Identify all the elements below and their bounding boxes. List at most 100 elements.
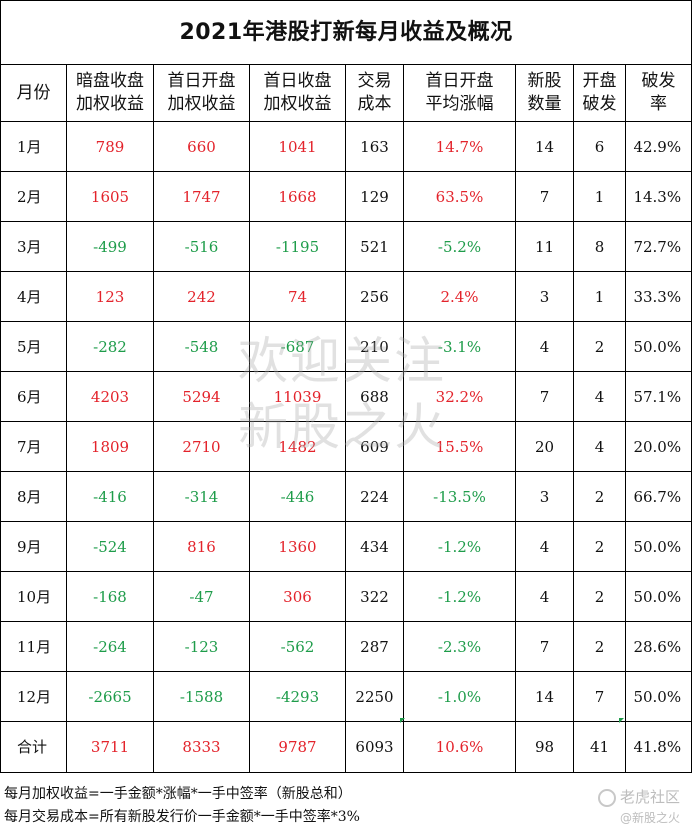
cell-count: 4	[515, 321, 574, 372]
column-header: 交易 成本	[345, 64, 404, 122]
cell-cost: 688	[345, 371, 404, 422]
cell-open: 2710	[153, 421, 250, 472]
table-row: 12月 -2665 -1588 -4293 2250 -1.0% 14 7 50.0%	[0, 671, 692, 722]
cell-close: -446	[249, 471, 346, 522]
column-header: 开盘 破发	[573, 64, 626, 122]
column-header-line: 率	[650, 94, 668, 114]
cell-dark: -499	[66, 221, 154, 272]
cell-broken: 8	[573, 221, 626, 272]
cell-count: 3	[515, 271, 574, 322]
cell-count: 20	[515, 421, 574, 472]
cell-rate: 50.0%	[624, 671, 692, 722]
cell-close: 1360	[249, 521, 346, 572]
cell-broken: 41	[573, 721, 626, 773]
cell-dark: -264	[66, 621, 154, 672]
cell-avg: -3.1%	[403, 321, 516, 372]
column-header-line: 加权收益	[76, 94, 144, 114]
cell-rate: 41.8%	[624, 721, 692, 773]
cell-close: -562	[249, 621, 346, 672]
table-row: 7月 1809 2710 1482 609 15.5% 20 4 20.0%	[0, 421, 692, 472]
footnotes: 每月加权收益=一手金额*涨幅*一手中签率（新股总和） 每月交易成本=所有新股发行…	[4, 783, 360, 829]
brand-logo: 老虎社区 @新股之火	[597, 786, 680, 826]
table-row: 9月 -524 816 1360 434 -1.2% 4 2 50.0%	[0, 521, 692, 572]
cell-avg: 63.5%	[403, 171, 516, 222]
cell-avg: -1.0%	[403, 671, 516, 722]
brand-handle: @新股之火	[619, 811, 680, 825]
cell-count: 14	[515, 671, 574, 722]
cell-month: 8月	[0, 471, 67, 522]
table-row: 1月 789 660 1041 163 14.7% 14 6 42.9%	[0, 121, 692, 172]
cell-broken: 4	[573, 421, 626, 472]
cell-open: 1747	[153, 171, 250, 222]
cell-dark: 123	[66, 271, 154, 322]
cell-broken: 4	[573, 371, 626, 422]
cell-count: 4	[515, 521, 574, 572]
cell-dark: -524	[66, 521, 154, 572]
cell-avg: -1.2%	[403, 571, 516, 622]
cell-open: -1588	[153, 671, 250, 722]
cell-broken: 2	[573, 471, 626, 522]
cell-dark: -416	[66, 471, 154, 522]
cell-avg: -5.2%	[403, 221, 516, 272]
cell-count: 11	[515, 221, 574, 272]
cell-month: 1月	[0, 121, 67, 172]
cell-close: -1195	[249, 221, 346, 272]
cell-rate: 20.0%	[624, 421, 692, 472]
cell-avg: -13.5%	[403, 471, 516, 522]
cell-broken: 2	[573, 321, 626, 372]
cell-close: -4293	[249, 671, 346, 722]
cell-avg: 2.4%	[403, 271, 516, 322]
cell-rate: 33.3%	[624, 271, 692, 322]
table-row: 4月 123 242 74 256 2.4% 3 1 33.3%	[0, 271, 692, 322]
cell-avg: 14.7%	[403, 121, 516, 172]
cell-avg: -2.3%	[403, 621, 516, 672]
tiger-icon	[597, 788, 616, 807]
column-header: 暗盘收盘 加权收益	[66, 64, 154, 122]
cell-open: -47	[153, 571, 250, 622]
cell-rate: 42.9%	[624, 121, 692, 172]
cell-rate: 57.1%	[624, 371, 692, 422]
cell-close: 9787	[249, 721, 346, 773]
cell-month: 11月	[0, 621, 67, 672]
cell-broken: 7	[573, 671, 626, 722]
cell-cost: 434	[345, 521, 404, 572]
cell-avg: 15.5%	[403, 421, 516, 472]
header-row: 月份 暗盘收盘 加权收益 首日开盘 加权收益 首日收盘 加权收益 交易 成本 首日开盘 平均涨幅 新股…	[0, 64, 692, 122]
cell-count: 7	[515, 621, 574, 672]
cell-rate: 28.6%	[624, 621, 692, 672]
column-header: 月份	[0, 64, 67, 122]
cell-rate: 50.0%	[624, 521, 692, 572]
total-row: 合计 3711 8333 9787 6093 10.6% 98 41 41.8%	[0, 721, 692, 773]
cell-month: 3月	[0, 221, 67, 272]
cell-close: -687	[249, 321, 346, 372]
cell-open: 660	[153, 121, 250, 172]
cell-open: 8333	[153, 721, 250, 773]
column-header: 首日开盘 加权收益	[153, 64, 250, 122]
cell-broken: 2	[573, 521, 626, 572]
column-header: 破发率	[624, 64, 692, 122]
cell-rate: 14.3%	[624, 171, 692, 222]
column-header-line: 首日开盘	[425, 71, 494, 91]
cell-close: 306	[249, 571, 346, 622]
brand-name: 老虎社区	[619, 788, 680, 806]
cell-broken: 6	[573, 121, 626, 172]
cell-dark: -2665	[66, 671, 154, 722]
cell-month: 10月	[0, 571, 67, 622]
cell-cost: 210	[345, 321, 404, 372]
cell-open: -516	[153, 221, 250, 272]
table-row: 8月 -416 -314 -446 224 -13.5% 3 2 66.7%	[0, 471, 692, 522]
cell-close: 74	[249, 271, 346, 322]
comment-marker	[619, 718, 624, 723]
cell-cost: 609	[345, 421, 404, 472]
cell-dark: -168	[66, 571, 154, 622]
column-header-line: 首日收盘	[263, 71, 332, 91]
cell-cost: 6093	[345, 721, 404, 773]
cell-month: 6月	[0, 371, 67, 422]
cell-dark: 1605	[66, 171, 154, 222]
cell-close: 1668	[249, 171, 346, 222]
cell-dark: 1809	[66, 421, 154, 472]
column-header-line: 开盘	[582, 71, 617, 91]
cell-cost: 287	[345, 621, 404, 672]
footnote-weighted-return: 每月加权收益=一手金额*涨幅*一手中签率（新股总和）	[4, 786, 352, 802]
